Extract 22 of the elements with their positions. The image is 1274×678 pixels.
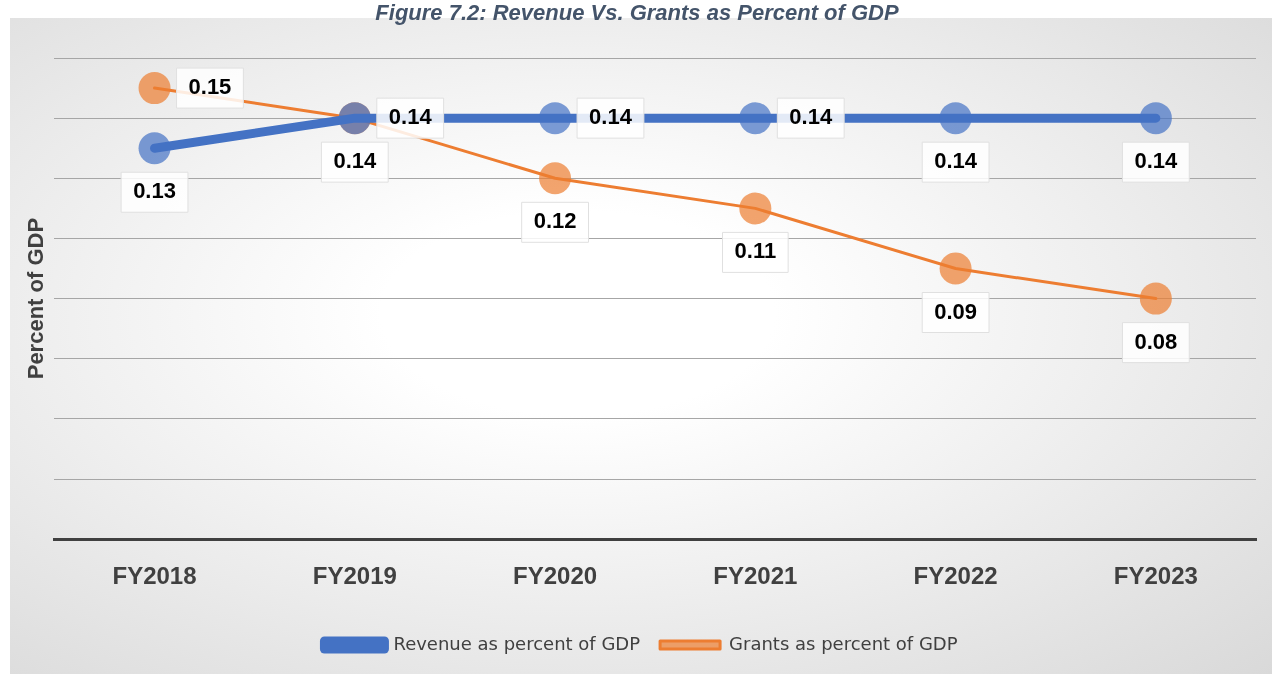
legend-label: Grants as percent of GDP — [729, 632, 958, 654]
data-label: 0.15 — [188, 74, 232, 100]
data-label: 0.14 — [333, 148, 377, 174]
data-label: 0.14 — [1134, 148, 1179, 174]
legend-label: Revenue as percent of GDP — [393, 632, 641, 654]
data-label: 0.09 — [934, 298, 978, 324]
x-tick-label: FY2020 — [513, 562, 598, 590]
x-tick-label: FY2023 — [1113, 562, 1198, 590]
chart-title: Figure 7.2: Revenue Vs. Grants as Percent of GDP — [374, 0, 900, 26]
data-label: 0.14 — [934, 148, 978, 174]
data-label: 0.08 — [1134, 328, 1178, 354]
data-label: 0.14 — [388, 104, 433, 130]
x-tick-label: FY2018 — [112, 562, 197, 590]
data-label: 0.11 — [734, 238, 777, 264]
y-axis-title: Percent of GDP — [23, 217, 49, 380]
data-label: 0.14 — [589, 104, 633, 130]
x-tick-label: FY2021 — [713, 562, 798, 590]
x-tick-label: FY2019 — [312, 562, 397, 590]
data-label: 0.12 — [533, 208, 577, 234]
data-label: 0.13 — [133, 178, 176, 204]
x-tick-label: FY2022 — [913, 562, 998, 590]
data-label: 0.14 — [789, 104, 833, 130]
